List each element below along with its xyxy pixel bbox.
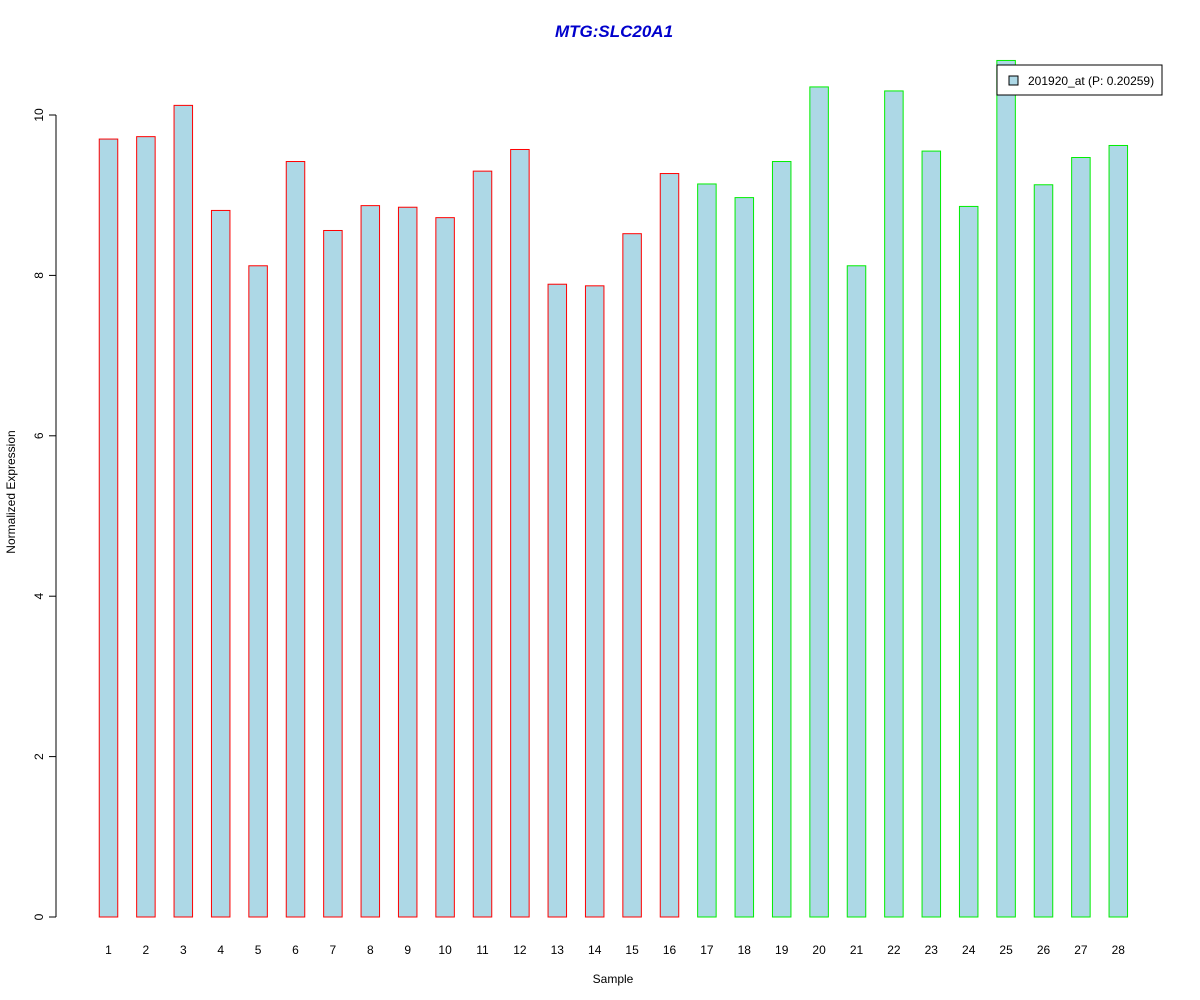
x-tick-label: 11 xyxy=(476,943,489,957)
bar xyxy=(173,104,194,918)
y-axis-title: Normalized Expression xyxy=(4,430,18,553)
bar xyxy=(248,265,268,918)
bar xyxy=(884,90,904,918)
bar xyxy=(136,136,156,918)
bar xyxy=(734,197,755,918)
legend: 201920_at (P: 0.20259) xyxy=(996,64,1163,96)
legend-box xyxy=(996,64,1163,96)
bar xyxy=(809,86,829,918)
bar xyxy=(958,205,979,918)
x-tick-label: 23 xyxy=(925,943,939,957)
y-tick-label: 0 xyxy=(32,913,46,920)
legend-label: 201920_at (P: 0.20259) xyxy=(1028,74,1154,88)
x-tick-label: 18 xyxy=(738,943,752,957)
bar xyxy=(323,229,343,918)
bar xyxy=(697,183,717,918)
y-tick-label: 10 xyxy=(32,108,46,122)
x-tick-label: 25 xyxy=(999,943,1013,957)
x-tick-label: 14 xyxy=(588,943,602,957)
bar xyxy=(771,161,792,918)
x-tick-label: 10 xyxy=(438,943,452,957)
bar xyxy=(98,138,119,918)
x-tick-label: 12 xyxy=(513,943,527,957)
x-axis-title: Sample xyxy=(593,972,634,986)
x-tick-label: 17 xyxy=(700,943,714,957)
bar xyxy=(622,233,642,918)
bar xyxy=(921,150,942,918)
bar xyxy=(210,209,231,918)
bar xyxy=(397,206,418,918)
x-tick-label: 15 xyxy=(625,943,639,957)
x-tick-label: 6 xyxy=(292,943,299,957)
x-tick-label: 13 xyxy=(551,943,565,957)
y-axis: 0 2 4 6 8 10 xyxy=(32,108,57,920)
y-tick-label: 8 xyxy=(32,272,46,279)
x-tick-label: 20 xyxy=(812,943,826,957)
x-tick-label: 7 xyxy=(330,943,337,957)
x-tick-label: 5 xyxy=(255,943,262,957)
x-tick-label: 9 xyxy=(404,943,411,957)
x-tick-label: 4 xyxy=(217,943,224,957)
bar xyxy=(285,161,306,918)
x-tick-label: 19 xyxy=(775,943,789,957)
x-tick-label: 1 xyxy=(105,943,112,957)
bar xyxy=(360,205,381,918)
x-tick-label: 8 xyxy=(367,943,374,957)
x-tick-label: 21 xyxy=(850,943,864,957)
bar xyxy=(547,283,568,918)
x-axis: 1 2 3 4 5 6 7 8 9 10 11 12 13 14 15 16 17 18 19 20 21 22 23 24 2… xyxy=(105,943,1125,957)
y-tick-label: 4 xyxy=(32,593,46,600)
x-tick-label: 26 xyxy=(1037,943,1051,957)
x-tick-label: 24 xyxy=(962,943,976,957)
y-tick-label: 6 xyxy=(32,432,46,439)
bar xyxy=(435,217,455,918)
bar xyxy=(584,285,605,918)
x-tick-label: 2 xyxy=(143,943,150,957)
bar xyxy=(996,59,1016,918)
bar xyxy=(1108,144,1129,918)
bars xyxy=(98,59,1129,918)
x-tick-label: 28 xyxy=(1112,943,1126,957)
legend-swatch xyxy=(1008,75,1019,86)
bar xyxy=(659,173,680,918)
bar xyxy=(510,148,530,918)
bar xyxy=(846,265,867,918)
x-tick-label: 3 xyxy=(180,943,187,957)
bar xyxy=(472,170,493,918)
y-tick-label: 2 xyxy=(32,753,46,760)
bar xyxy=(1033,184,1054,918)
x-tick-label: 22 xyxy=(887,943,901,957)
bar xyxy=(1071,157,1091,918)
x-tick-label: 27 xyxy=(1074,943,1088,957)
x-tick-label: 16 xyxy=(663,943,677,957)
chart-title: MTG:SLC20A1 xyxy=(555,22,673,41)
